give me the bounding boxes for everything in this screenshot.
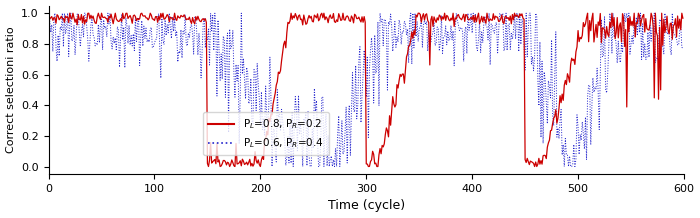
X-axis label: Time (cycle): Time (cycle) (328, 199, 405, 213)
Y-axis label: Correct selectioni ratio: Correct selectioni ratio (6, 27, 15, 153)
Legend: P$_L$=0.8, P$_R$=0.2, P$_L$=0.6, P$_R$=0.4: P$_L$=0.8, P$_R$=0.2, P$_L$=0.6, P$_R$=0… (203, 112, 329, 155)
